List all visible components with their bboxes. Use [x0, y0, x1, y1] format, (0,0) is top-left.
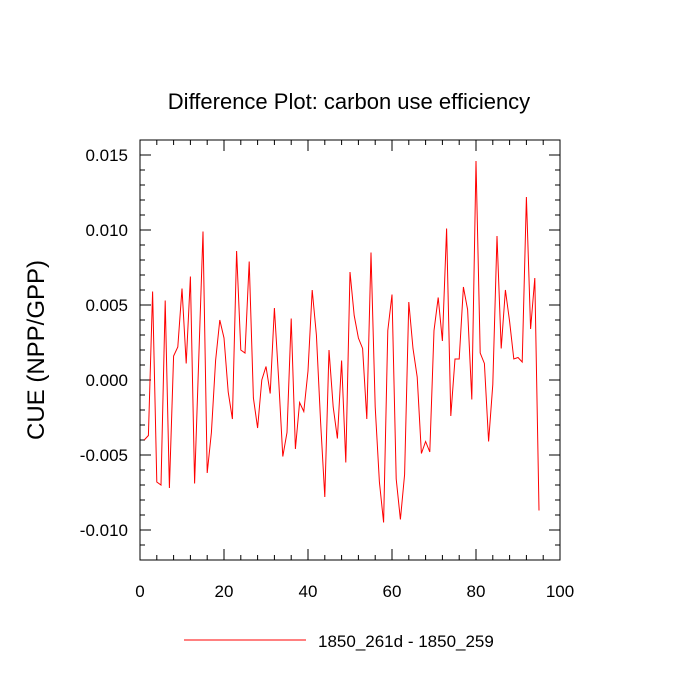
chart-title: Difference Plot: carbon use efficiency [168, 89, 530, 114]
x-tick-label: 20 [215, 582, 234, 601]
x-tick-label: 80 [467, 582, 486, 601]
y-axis-label: CUE (NPP/GPP) [23, 260, 50, 440]
legend-label: 1850_261d - 1850_259 [318, 632, 494, 651]
x-tick-label: 100 [546, 582, 574, 601]
legend: 1850_261d - 1850_259 [184, 632, 494, 651]
y-tick-label: 0.000 [85, 371, 128, 390]
y-tick-label: 0.015 [85, 146, 128, 165]
x-tick-label: 0 [135, 582, 144, 601]
y-tick-label: -0.010 [80, 521, 128, 540]
x-tick-label: 40 [299, 582, 318, 601]
tick-labels: 0 20 40 60 80 100 -0.010 -0.005 0.000 0.005 0.010 0… [80, 146, 574, 601]
x-tick-label: 60 [383, 582, 402, 601]
plot-frame [139, 139, 561, 561]
series-layer [143, 160, 540, 523]
series-line [143, 160, 540, 523]
y-tick-label: 0.010 [85, 221, 128, 240]
y-tick-label: -0.005 [80, 446, 128, 465]
y-tick-label: 0.005 [85, 296, 128, 315]
tick-marks [139, 139, 561, 561]
